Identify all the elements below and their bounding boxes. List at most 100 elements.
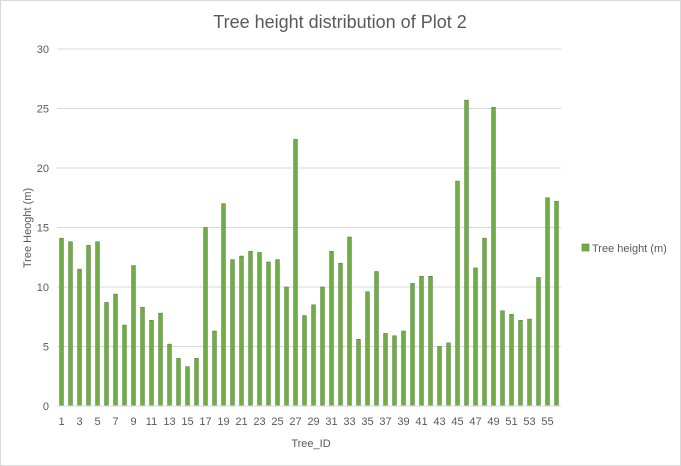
bar-tree-47 bbox=[473, 267, 478, 407]
bar-tree-35 bbox=[365, 291, 370, 407]
y-axis-title: Tree Heoght (m) bbox=[22, 188, 34, 268]
x-tick-label: 25 bbox=[271, 416, 283, 428]
bar-tree-3 bbox=[77, 268, 82, 407]
x-tick-label: 51 bbox=[505, 416, 517, 428]
x-tick-labels: 1 3 5 7 9 11 13 15 17 19 21 23 25 27 29 31 33 35 37 39 41 43 4… bbox=[58, 416, 553, 428]
bar-tree-16 bbox=[194, 358, 199, 407]
bar-tree-30 bbox=[320, 286, 325, 407]
bar-tree-52 bbox=[518, 320, 523, 407]
y-tick-label: 15 bbox=[37, 223, 49, 235]
bar-tree-43 bbox=[437, 346, 442, 407]
bar-tree-49 bbox=[491, 107, 496, 407]
chart-title: Tree height distribution of Plot 2 bbox=[213, 12, 466, 32]
x-tick-label: 45 bbox=[451, 416, 463, 428]
bar-tree-53 bbox=[527, 318, 532, 407]
x-tick-label: 15 bbox=[181, 416, 193, 428]
bar-tree-29 bbox=[311, 304, 316, 407]
y-tick-label: 10 bbox=[37, 282, 49, 294]
bar-tree-10 bbox=[140, 306, 145, 407]
bar-tree-11 bbox=[149, 320, 154, 407]
x-tick-label: 29 bbox=[307, 416, 319, 428]
y-tick-label: 30 bbox=[37, 44, 49, 56]
x-tick-label: 53 bbox=[523, 416, 535, 428]
bar-tree-17 bbox=[203, 227, 208, 407]
bars bbox=[59, 99, 559, 407]
bar-tree-46 bbox=[464, 99, 469, 407]
bar-tree-36 bbox=[374, 271, 379, 407]
bar-tree-28 bbox=[302, 315, 307, 407]
bar-tree-41 bbox=[419, 275, 424, 407]
bar-tree-2 bbox=[68, 241, 73, 407]
x-tick-label: 37 bbox=[379, 416, 391, 428]
y-tick-labels: 0 5 10 15 20 25 30 bbox=[37, 44, 49, 413]
x-tick-label: 31 bbox=[325, 416, 337, 428]
x-axis-title: Tree_ID bbox=[291, 438, 330, 450]
bar-tree-24 bbox=[266, 261, 271, 407]
legend-label: Tree height (m) bbox=[592, 243, 667, 255]
bar-tree-31 bbox=[329, 251, 334, 407]
bar-tree-27 bbox=[293, 139, 298, 407]
bar-tree-25 bbox=[275, 259, 280, 407]
x-tick-label: 19 bbox=[217, 416, 229, 428]
x-tick-label: 17 bbox=[199, 416, 211, 428]
bar-tree-8 bbox=[122, 324, 127, 407]
y-tick-label: 5 bbox=[43, 342, 49, 354]
bar-tree-4 bbox=[86, 245, 91, 407]
bar-tree-54 bbox=[536, 277, 541, 407]
bar-tree-48 bbox=[482, 237, 487, 407]
x-tick-label: 39 bbox=[397, 416, 409, 428]
bar-tree-38 bbox=[392, 335, 397, 407]
y-tick-label: 0 bbox=[43, 401, 49, 413]
x-tick-label: 5 bbox=[94, 416, 100, 428]
bar-tree-23 bbox=[257, 252, 262, 407]
bar-tree-19 bbox=[221, 203, 226, 407]
x-tick-label: 7 bbox=[112, 416, 118, 428]
bar-tree-42 bbox=[428, 275, 433, 407]
bar-tree-45 bbox=[455, 180, 460, 407]
bar-tree-33 bbox=[347, 236, 352, 407]
legend: Tree height (m) bbox=[581, 243, 667, 255]
bar-tree-6 bbox=[104, 302, 109, 407]
x-tick-label: 43 bbox=[433, 416, 445, 428]
bar-tree-22 bbox=[248, 251, 253, 407]
bar-tree-14 bbox=[176, 358, 181, 407]
bar-tree-18 bbox=[212, 330, 217, 407]
x-tick-label: 33 bbox=[343, 416, 355, 428]
x-tick-label: 13 bbox=[163, 416, 175, 428]
bar-tree-55 bbox=[545, 197, 550, 407]
x-tick-label: 9 bbox=[130, 416, 136, 428]
bar-tree-40 bbox=[410, 283, 415, 407]
x-tick-label: 3 bbox=[76, 416, 82, 428]
bar-tree-26 bbox=[284, 286, 289, 407]
bar-tree-13 bbox=[167, 343, 172, 407]
bar-tree-51 bbox=[509, 314, 514, 407]
x-tick-label: 55 bbox=[541, 416, 553, 428]
x-tick-label: 21 bbox=[235, 416, 247, 428]
bar-tree-15 bbox=[185, 366, 190, 407]
bar-tree-21 bbox=[239, 255, 244, 407]
bar-tree-39 bbox=[401, 330, 406, 407]
x-tick-label: 27 bbox=[289, 416, 301, 428]
x-tick-label: 41 bbox=[415, 416, 427, 428]
bar-tree-44 bbox=[446, 342, 451, 407]
bar-tree-1 bbox=[59, 237, 64, 407]
y-tick-label: 20 bbox=[37, 163, 49, 175]
bar-tree-12 bbox=[158, 312, 163, 407]
bar-tree-7 bbox=[113, 293, 118, 407]
x-tick-label: 23 bbox=[253, 416, 265, 428]
x-tick-label: 11 bbox=[146, 416, 157, 428]
bar-tree-50 bbox=[500, 310, 505, 407]
x-tick-label: 49 bbox=[487, 416, 499, 428]
legend-swatch bbox=[581, 243, 590, 252]
x-tick-label: 1 bbox=[58, 416, 64, 428]
x-tick-label: 35 bbox=[361, 416, 373, 428]
bar-tree-20 bbox=[230, 259, 235, 407]
bar-tree-56 bbox=[554, 201, 559, 407]
x-tick-label: 47 bbox=[469, 416, 481, 428]
bar-tree-37 bbox=[383, 333, 388, 407]
bar-tree-32 bbox=[338, 262, 343, 407]
bar-tree-34 bbox=[356, 339, 361, 407]
bar-tree-9 bbox=[131, 265, 136, 407]
bar-tree-5 bbox=[95, 241, 100, 407]
